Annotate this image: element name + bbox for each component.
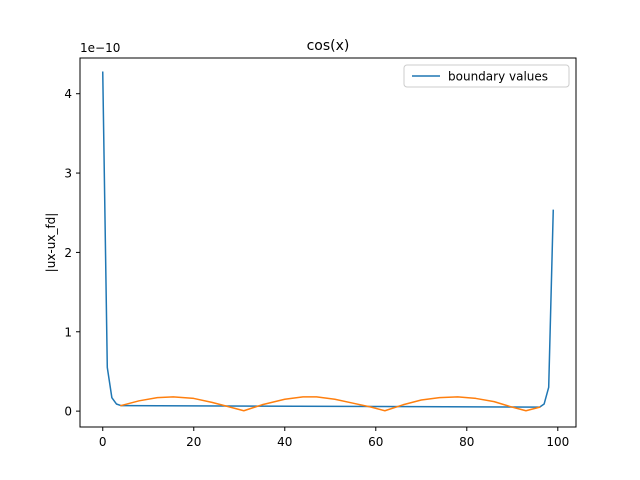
x-tick-label: 60 xyxy=(368,435,383,449)
chart-title: cos(x) xyxy=(307,38,350,54)
x-tick-label: 40 xyxy=(277,435,292,449)
x-tick-label: 80 xyxy=(459,435,474,449)
x-tick-label: 20 xyxy=(186,435,201,449)
y-offset-label: 1e−10 xyxy=(80,41,120,55)
plot-layer xyxy=(101,71,555,412)
axes-frame xyxy=(79,57,577,428)
y-tick-label: 3 xyxy=(64,167,72,181)
y-tick-label: 0 xyxy=(64,405,72,419)
y-tick-label: 1 xyxy=(64,325,72,339)
y-tick-label: 4 xyxy=(64,87,72,101)
legend-label: boundary values xyxy=(448,70,548,84)
x-tick-label: 0 xyxy=(99,435,107,449)
y-tick-label: 2 xyxy=(64,246,72,260)
ticks-layer: 0 20 40 60 80 100 0 1 2 3 4 xyxy=(64,87,569,449)
series-line-2 xyxy=(120,396,541,412)
y-axis-label: |ux-ux_fd| xyxy=(44,213,58,273)
legend: boundary values xyxy=(403,64,570,88)
legend-box xyxy=(403,64,570,88)
x-tick-label: 100 xyxy=(546,435,569,449)
